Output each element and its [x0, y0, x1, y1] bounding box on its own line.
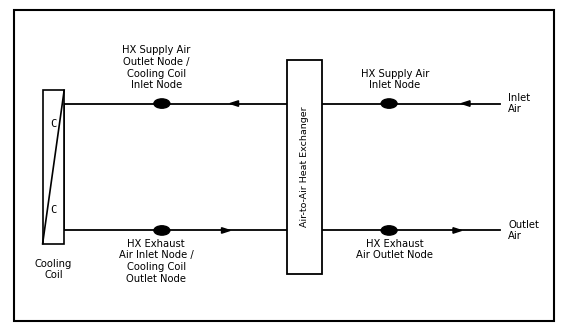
Text: Air-to-Air Heat Exchanger: Air-to-Air Heat Exchanger [300, 107, 309, 227]
Polygon shape [230, 101, 239, 106]
Circle shape [381, 226, 397, 235]
Text: HX Supply Air
Outlet Node /
Cooling Coil
Inlet Node: HX Supply Air Outlet Node / Cooling Coil… [122, 45, 190, 90]
Polygon shape [461, 101, 470, 106]
Text: HX Supply Air
Inlet Node: HX Supply Air Inlet Node [361, 68, 429, 90]
Circle shape [154, 99, 170, 108]
Text: Inlet
Air: Inlet Air [508, 93, 531, 114]
Polygon shape [222, 228, 230, 233]
Text: HX Exhaust
Air Outlet Node: HX Exhaust Air Outlet Node [356, 239, 433, 261]
Text: Cooling
Coil: Cooling Coil [35, 259, 72, 281]
Circle shape [154, 226, 170, 235]
Text: C: C [50, 205, 57, 215]
Bar [287, 60, 322, 274]
Text: Outlet
Air: Outlet Air [508, 220, 539, 241]
Bar [43, 90, 64, 244]
Text: HX Exhaust
Air Inlet Node /
Cooling Coil
Outlet Node: HX Exhaust Air Inlet Node / Cooling Coil… [119, 239, 194, 284]
Circle shape [381, 99, 397, 108]
Text: C: C [50, 119, 57, 129]
Polygon shape [453, 228, 461, 233]
